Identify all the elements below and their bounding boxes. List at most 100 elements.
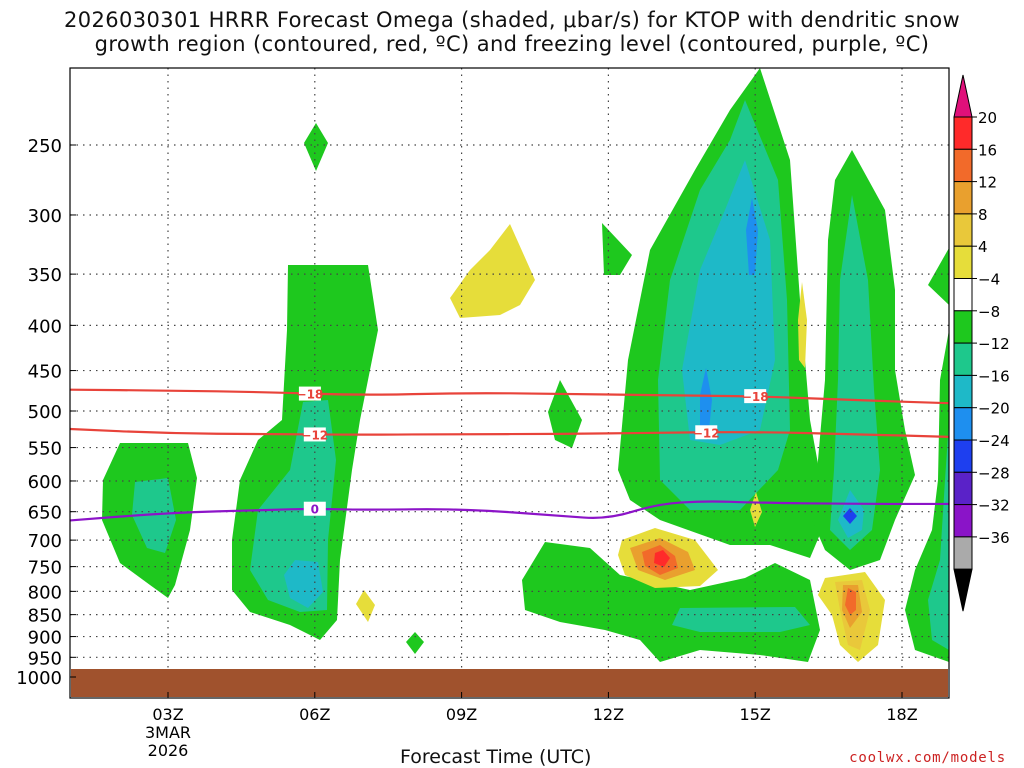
- colorbar-label-3: 8: [978, 206, 988, 224]
- y-tick-400: 400: [28, 316, 62, 337]
- y-tick-550: 550: [28, 439, 62, 460]
- title-line-1: 2026030301 HRRR Forecast Omega (shaded, …: [63, 8, 961, 32]
- omega-08z-small: [406, 632, 424, 654]
- contour-label-bg-dendritic-top-1: [744, 389, 767, 404]
- colorbar-label-5: −4: [978, 271, 1000, 289]
- omega-19z-upper: [928, 248, 949, 305]
- omega-15z-core-upper: [746, 198, 758, 275]
- omega-13z-core: [654, 550, 670, 567]
- plot-frame: [69, 67, 950, 699]
- contour-dendritic-top: [70, 388, 949, 405]
- omega-16z-positive: [798, 282, 807, 368]
- y-tick-750: 750: [28, 558, 62, 579]
- colorbar-label-1: 16: [978, 141, 997, 159]
- contours: −18 −18 −12 −12 0: [70, 386, 949, 522]
- x-tick-18Z: 18Z: [886, 705, 917, 724]
- x-tick-15Z: 15Z: [740, 705, 771, 724]
- y-tick-700: 700: [28, 531, 62, 552]
- colorbar-swatch-7: [953, 342, 973, 376]
- y-tick-850: 850: [28, 606, 62, 627]
- colorbar-top-triangle: [953, 74, 973, 118]
- colorbar-label-7: −12: [978, 335, 1010, 353]
- omega-14z-core: [700, 368, 712, 440]
- contour-label-bg-dendritic-bottom-1: [695, 425, 718, 440]
- contour-label-dendritic-bottom-1: −12: [693, 426, 720, 440]
- y-tick-300: 300: [28, 206, 62, 227]
- colorbar-swatch-0: [953, 116, 973, 150]
- omega-12z-upper-small: [602, 223, 632, 275]
- title-line-2: growth region (contoured, red, ºC) and f…: [94, 32, 930, 56]
- colorbar-label-9: −20: [978, 400, 1010, 418]
- chart-title: 2026030301 HRRR Forecast Omega (shaded, …: [0, 8, 1024, 56]
- colorbar-swatch-12: [953, 504, 973, 538]
- colorbar-swatch-9: [953, 407, 973, 441]
- colorbar-label-11: −28: [978, 464, 1010, 482]
- colorbar-label-12: −32: [978, 497, 1010, 515]
- contour-label-bg-freezing-level-0: [303, 501, 326, 516]
- omega-14z-lower-inner: [672, 607, 810, 632]
- x-axis-label: Forecast Time (UTC): [400, 746, 592, 768]
- colorbar-swatch-4: [953, 245, 973, 279]
- contour-dendritic-bottom: [70, 427, 949, 439]
- omega-shading: [102, 68, 949, 662]
- y-tick-800: 800: [28, 582, 62, 603]
- y-tick-900: 900: [28, 628, 62, 649]
- contour-label-dendritic-top-1: −18: [742, 390, 769, 404]
- colorbar-label-13: −36: [978, 529, 1010, 547]
- y-tick-500: 500: [28, 402, 62, 423]
- ground-fill: [71, 669, 948, 697]
- omega-19z-inner: [928, 420, 949, 650]
- x-tick-06Z: 06Z: [299, 705, 330, 724]
- contour-label-dendritic-top-0: −18: [297, 388, 324, 402]
- x-tick-year: 2026: [148, 741, 189, 760]
- omega-17z-lower-core: [845, 588, 856, 615]
- contour-freezing-level: [70, 500, 949, 522]
- colorbar-swatch-1: [953, 148, 973, 183]
- colorbar-swatch-3: [953, 213, 973, 247]
- y-tick-600: 600: [28, 472, 62, 493]
- contour-label-bg-dendritic-bottom-0: [303, 427, 326, 442]
- x-tick-09Z: 09Z: [446, 705, 477, 724]
- omega-06z-upper: [304, 123, 328, 171]
- x-tick-12Z: 12Z: [593, 705, 624, 724]
- omega-10z-upper: [450, 224, 535, 318]
- omega-15z-positive: [750, 492, 762, 527]
- colorbar-label-2: 12: [978, 174, 997, 192]
- contour-label-dendritic-bottom-0: −12: [301, 428, 328, 442]
- colorbar-swatch-5: [953, 278, 973, 312]
- colorbar: 20 16 12 8 4 −4 −8 −12 −16 −20 −24 −28 −32 −36: [953, 74, 1010, 612]
- colorbar-label-6: −8: [978, 303, 1000, 321]
- colorbar-swatch-6: [953, 310, 973, 344]
- colorbar-swatch-2: [953, 181, 973, 215]
- omega-11z-small: [548, 380, 582, 448]
- x-tick-date: 3MAR: [145, 723, 191, 742]
- y-axis: 2503003504004505005506006507007508008509…: [16, 136, 76, 689]
- colorbar-swatch-10: [953, 439, 973, 473]
- colorbar-label-4: 4: [978, 238, 988, 256]
- credit-text: coolwx.com/models: [849, 750, 1006, 766]
- y-tick-450: 450: [28, 362, 62, 383]
- colorbar-label-8: −16: [978, 367, 1010, 385]
- omega-17z-core: [843, 508, 857, 524]
- colorbar-label-10: −24: [978, 432, 1010, 450]
- y-tick-1000: 1000: [16, 668, 62, 689]
- colorbar-bottom-triangle: [953, 568, 973, 612]
- contour-label-freezing-level-0: 0: [311, 503, 319, 517]
- y-tick-350: 350: [28, 265, 62, 286]
- y-tick-950: 950: [28, 648, 62, 669]
- colorbar-label-0: 20: [978, 109, 997, 127]
- x-tick-03Z: 03Z: [152, 705, 183, 724]
- y-tick-250: 250: [28, 136, 62, 157]
- colorbar-swatch-11: [953, 471, 973, 506]
- colorbar-swatch-13: [953, 536, 973, 570]
- y-tick-650: 650: [28, 503, 62, 524]
- time-grid: [167, 68, 903, 698]
- omega-03z-lower-inner: [132, 478, 176, 553]
- pressure-grid: [70, 144, 949, 658]
- omega-06z-core: [284, 560, 323, 608]
- contour-label-bg-dendritic-top-0: [298, 386, 321, 401]
- omega-17z-inner: [830, 195, 880, 550]
- omega-07z-positive: [356, 590, 375, 622]
